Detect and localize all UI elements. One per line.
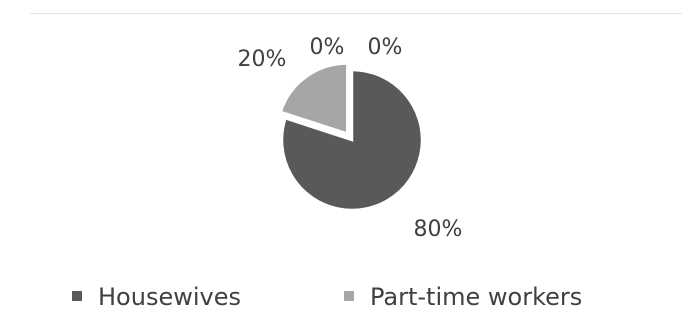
data-label-1: 80%: [414, 217, 463, 242]
legend-label-1: Housewives: [98, 283, 241, 311]
legend-swatch-1: [72, 291, 82, 301]
chart-top-border: [30, 13, 682, 14]
data-label-3: 0%: [310, 35, 345, 60]
legend-swatch-2: [344, 291, 354, 301]
legend: Housewives Part-time workers: [72, 283, 582, 311]
data-label-2: 20%: [238, 47, 287, 72]
data-labels: 80% 20% 0% 0%: [238, 35, 463, 242]
pie-slice-housewives: [280, 68, 424, 212]
pie-slice-part-time-workers: [279, 62, 349, 136]
pie-slices: [279, 62, 424, 212]
data-label-4: 0%: [368, 35, 403, 60]
legend-label-2: Part-time workers: [370, 283, 582, 311]
